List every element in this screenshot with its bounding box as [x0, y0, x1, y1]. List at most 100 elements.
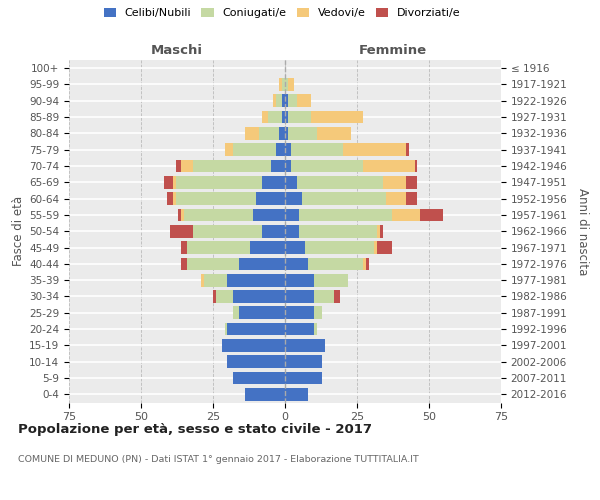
Bar — [314, 290, 334, 303]
Bar — [377, 225, 380, 237]
Bar — [282, 78, 285, 91]
Bar — [213, 290, 216, 303]
Bar — [314, 306, 322, 319]
Bar — [343, 144, 406, 156]
Bar — [299, 208, 392, 222]
Bar — [184, 208, 253, 222]
Bar — [334, 290, 340, 303]
Bar — [285, 94, 288, 107]
Bar — [274, 94, 277, 107]
Bar — [386, 192, 406, 205]
Bar — [253, 208, 285, 222]
Bar — [277, 144, 285, 156]
Bar — [406, 176, 418, 188]
Bar — [233, 290, 285, 303]
Bar — [170, 225, 193, 237]
Bar — [365, 258, 368, 270]
Bar — [181, 160, 193, 172]
Bar — [216, 290, 233, 303]
Bar — [285, 192, 302, 205]
Bar — [181, 241, 187, 254]
Bar — [285, 144, 291, 156]
Bar — [279, 127, 285, 140]
Bar — [282, 94, 285, 107]
Bar — [285, 290, 314, 303]
Bar — [383, 176, 406, 188]
Bar — [377, 241, 392, 254]
Bar — [262, 225, 285, 237]
Bar — [187, 241, 250, 254]
Bar — [239, 258, 285, 270]
Bar — [374, 241, 377, 254]
Bar — [187, 258, 239, 270]
Bar — [285, 110, 288, 124]
Bar — [268, 110, 282, 124]
Bar — [256, 192, 285, 205]
Bar — [271, 160, 285, 172]
Bar — [233, 144, 277, 156]
Bar — [296, 176, 383, 188]
Bar — [305, 241, 374, 254]
Bar — [181, 258, 187, 270]
Bar — [262, 110, 268, 124]
Text: Femmine: Femmine — [359, 44, 427, 58]
Bar — [421, 208, 443, 222]
Bar — [224, 322, 227, 336]
Text: Popolazione per età, sesso e stato civile - 2017: Popolazione per età, sesso e stato civil… — [18, 422, 372, 436]
Bar — [193, 225, 262, 237]
Bar — [291, 160, 363, 172]
Legend: Celibi/Nubili, Coniugati/e, Vedovi/e, Divorziati/e: Celibi/Nubili, Coniugati/e, Vedovi/e, Di… — [101, 6, 463, 20]
Bar — [202, 274, 205, 286]
Bar — [285, 322, 314, 336]
Bar — [233, 306, 239, 319]
Bar — [245, 388, 285, 400]
Bar — [285, 306, 314, 319]
Bar — [299, 225, 377, 237]
Bar — [285, 208, 299, 222]
Bar — [296, 94, 311, 107]
Bar — [282, 110, 285, 124]
Bar — [178, 208, 181, 222]
Bar — [181, 208, 184, 222]
Bar — [288, 127, 317, 140]
Bar — [277, 94, 282, 107]
Bar — [406, 144, 409, 156]
Bar — [288, 78, 293, 91]
Bar — [193, 160, 271, 172]
Bar — [285, 78, 288, 91]
Text: Maschi: Maschi — [151, 44, 203, 58]
Text: COMUNE DI MEDUNO (PN) - Dati ISTAT 1° gennaio 2017 - Elaborazione TUTTITALIA.IT: COMUNE DI MEDUNO (PN) - Dati ISTAT 1° ge… — [18, 455, 419, 464]
Bar — [314, 274, 349, 286]
Bar — [308, 258, 363, 270]
Bar — [285, 388, 308, 400]
Bar — [285, 127, 288, 140]
Bar — [173, 192, 176, 205]
Bar — [285, 339, 325, 352]
Bar — [233, 372, 285, 384]
Bar — [239, 306, 285, 319]
Bar — [363, 258, 365, 270]
Bar — [291, 144, 343, 156]
Bar — [245, 127, 259, 140]
Bar — [250, 241, 285, 254]
Bar — [406, 192, 418, 205]
Bar — [285, 274, 314, 286]
Bar — [279, 78, 282, 91]
Bar — [285, 176, 296, 188]
Bar — [205, 274, 227, 286]
Bar — [363, 160, 415, 172]
Y-axis label: Fasce di età: Fasce di età — [12, 196, 25, 266]
Bar — [259, 127, 279, 140]
Bar — [380, 225, 383, 237]
Bar — [285, 241, 305, 254]
Bar — [227, 356, 285, 368]
Bar — [288, 94, 296, 107]
Bar — [173, 176, 176, 188]
Bar — [227, 322, 285, 336]
Bar — [285, 225, 299, 237]
Bar — [176, 192, 256, 205]
Bar — [317, 127, 351, 140]
Bar — [415, 160, 418, 172]
Bar — [302, 192, 386, 205]
Bar — [311, 110, 363, 124]
